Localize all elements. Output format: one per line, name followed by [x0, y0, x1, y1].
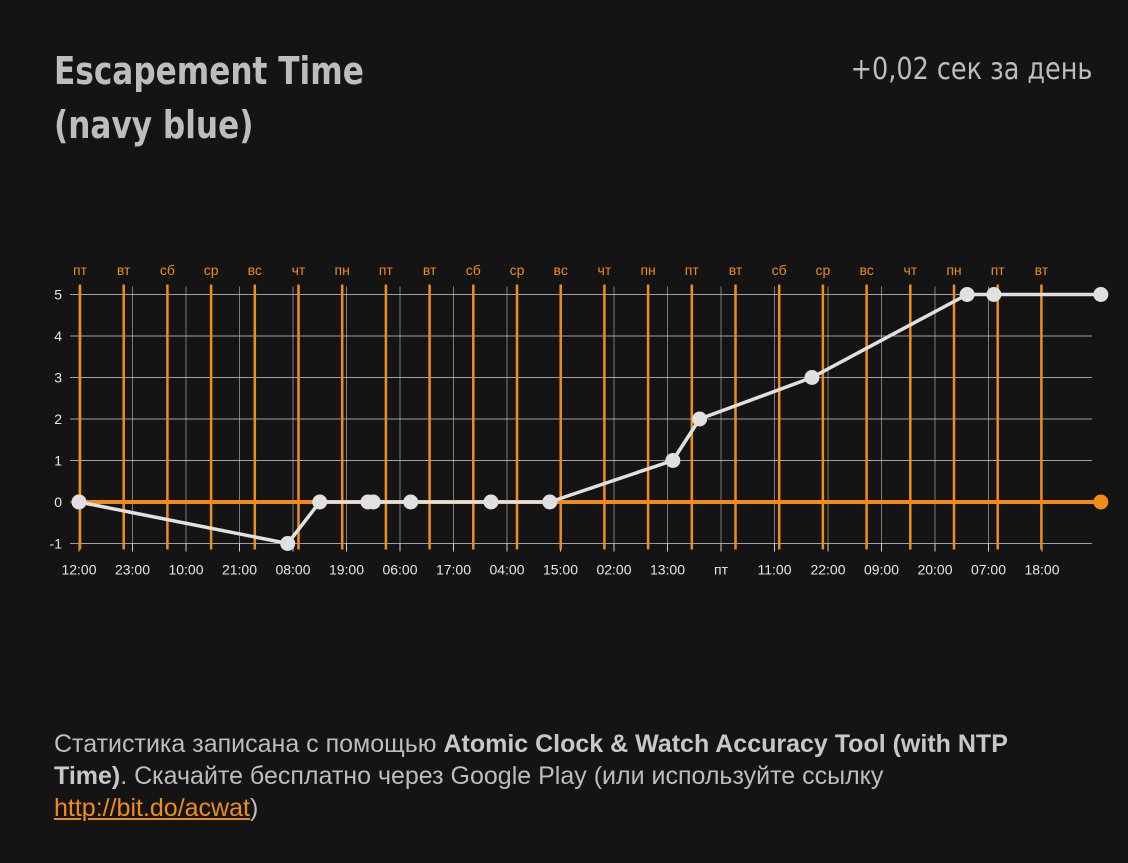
footer-text-end: ) [249, 794, 259, 822]
day-label: ср [510, 262, 525, 278]
x-tick-label: 21:00 [222, 562, 257, 578]
day-label: чт [903, 262, 917, 278]
day-label: сб [772, 262, 787, 278]
rate-value: +0,02 сек за день [850, 52, 1092, 87]
data-point [804, 370, 820, 385]
day-label: ср [816, 262, 831, 278]
x-tick-label: 02:00 [596, 562, 631, 578]
y-tick-label: 2 [54, 411, 62, 427]
x-tick-label: 19:00 [329, 562, 364, 578]
day-label: пт [991, 262, 1006, 278]
data-point [365, 494, 381, 510]
data-point [403, 494, 419, 510]
y-tick-label: 5 [54, 287, 62, 303]
series-line [71, 287, 1109, 551]
x-tick-label: 07:00 [971, 562, 1006, 578]
day-label: вс [554, 262, 568, 278]
footer-app-name: Atomic Clock & Watch Accuracy Tool (with… [54, 730, 1008, 790]
day-lines: пт вт сб ср вс чт пн пт вт сб ср вс чт пн пт вт сб ср вс чт… [73, 262, 1049, 550]
day-label: пт [685, 262, 700, 278]
footer-note: Статистика записана с помощью Atomic Clo… [54, 728, 1054, 824]
y-tick-label: 0 [54, 494, 62, 510]
x-tick-label: пт [714, 562, 729, 578]
data-point [542, 494, 558, 510]
day-label: вт [117, 262, 131, 278]
x-tick-label: 13:00 [650, 562, 685, 578]
x-tick-label: 09:00 [864, 562, 899, 578]
footer-text-before: Статистика записана с помощью [54, 730, 444, 758]
data-point [312, 494, 328, 510]
y-tick-label: 1 [54, 453, 62, 469]
day-label: пт [379, 262, 394, 278]
data-point [986, 287, 1002, 302]
series-polyline [78, 292, 1101, 546]
day-label: пн [640, 262, 655, 278]
y-tick-label: -1 [50, 536, 63, 552]
data-point [665, 453, 681, 468]
x-tick-label: 23:00 [115, 562, 150, 578]
y-tick-label: 3 [54, 370, 62, 386]
baseline-marker [1093, 494, 1109, 510]
x-tick-label: 15:00 [543, 562, 578, 578]
y-tick-label: 4 [54, 328, 62, 344]
day-label: сб [160, 262, 175, 278]
footer-text-after: . Скачайте бесплатно через Google Play (… [120, 762, 884, 790]
x-tick-label: 18:00 [1024, 562, 1059, 578]
day-label: пн [946, 262, 961, 278]
data-point [692, 411, 708, 427]
x-tick-label: 06:00 [382, 562, 417, 578]
day-label: вс [859, 262, 873, 278]
x-tick-label: 17:00 [436, 562, 471, 578]
page-title: Escapement Time (navy blue) [54, 49, 364, 147]
day-label: чт [292, 262, 306, 278]
x-tick-label: 10:00 [168, 562, 203, 578]
day-label: вт [1035, 262, 1049, 278]
accuracy-chart: пт вт сб ср вс чт пн пт вт сб ср вс чт пн пт вт сб ср вс чт… [50, 262, 1109, 578]
day-label: вс [248, 262, 262, 278]
data-point [71, 494, 87, 510]
day-label: вт [423, 262, 437, 278]
y-axis: -1 0 1 2 3 4 5 [50, 287, 63, 552]
day-label: пт [73, 262, 88, 278]
day-label: пн [335, 262, 350, 278]
day-label: чт [598, 262, 612, 278]
x-tick-label: 11:00 [758, 562, 792, 578]
footer-link[interactable]: http://bit.do/acwat [54, 794, 250, 822]
x-tick-label: 22:00 [810, 562, 845, 578]
day-label: сб [466, 262, 481, 278]
x-tick-label: 12:00 [61, 562, 96, 578]
x-tick-label: 08:00 [275, 562, 310, 578]
x-tick-label: 20:00 [917, 562, 952, 578]
data-point [1093, 287, 1109, 302]
chart-grid [70, 286, 1092, 552]
data-point [959, 287, 975, 302]
day-label: вт [729, 262, 743, 278]
day-label: ср [204, 262, 219, 278]
data-point [483, 494, 499, 510]
data-point [280, 536, 296, 551]
x-tick-label: 04:00 [489, 562, 524, 578]
x-axis: 12:00 23:00 10:00 21:00 08:00 19:00 06:00 17:00… [61, 562, 1059, 578]
